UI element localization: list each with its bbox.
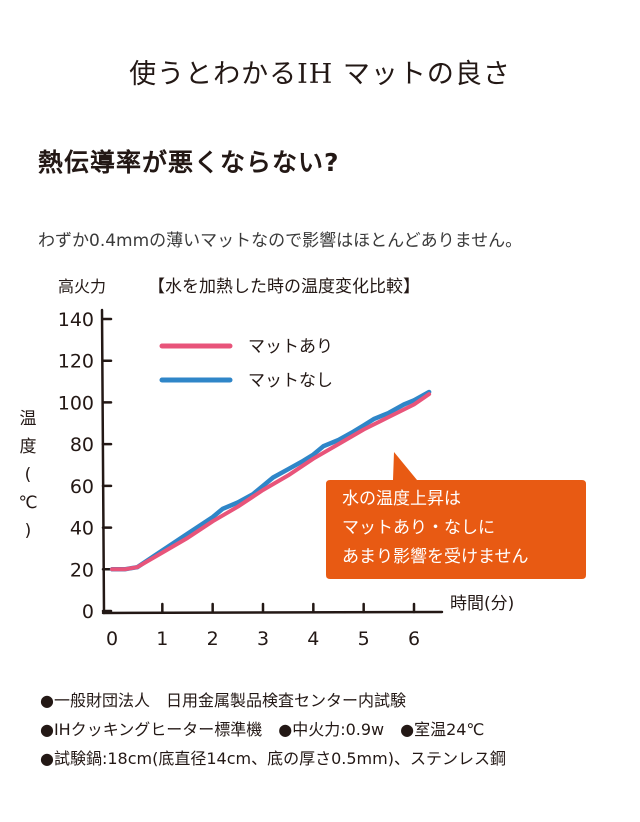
series-line-without-mat	[109, 389, 432, 572]
callout: 水の温度上昇は マットあり・なしに あまり影響を受けません	[326, 452, 586, 579]
x-tick-label: 6	[408, 628, 420, 650]
y-tick-label: 20	[70, 559, 94, 581]
section-heading: 熱伝導率が悪くならない?	[38, 148, 340, 177]
x-axis-label: 時間(分)	[450, 594, 514, 614]
y-tick-label: 40	[70, 518, 94, 540]
legend-label-without-mat: マットなし	[248, 371, 333, 391]
corner-label: 高火力	[58, 277, 106, 296]
x-tick-label: 4	[307, 628, 319, 650]
callout-line-1: 水の温度上昇は	[342, 489, 461, 509]
test-note: ●一般財団法人 日用金属製品検査センター内試験	[40, 691, 406, 710]
x-tick-label: 0	[106, 628, 118, 650]
x-tick-label: 2	[207, 628, 219, 650]
y-tick-label: 0	[82, 601, 94, 623]
callout-line-3: あまり影響を受けません	[342, 547, 529, 567]
page-title: 使うとわかるIH マットの良さ	[129, 59, 511, 90]
description: わずか0.4mmの薄いマットなので影響はほとんどありません。	[38, 231, 523, 251]
y-tick-label: 120	[58, 351, 94, 373]
y-axis-label-char: 度	[20, 437, 37, 457]
x-tick-label: 1	[156, 628, 168, 650]
y-tick-label: 140	[58, 309, 94, 331]
y-tick-label: 100	[58, 392, 94, 414]
callout-line-2: マットあり・なしに	[342, 518, 495, 538]
legend-label-with-mat: マットあり	[248, 337, 333, 357]
test-note: ●IHクッキングヒーター標準機 ●中火力:0.9w ●室温24℃	[40, 720, 485, 739]
y-axis-label-char: 温	[20, 409, 37, 429]
y-tick-label: 60	[70, 476, 94, 498]
x-tick-label: 5	[358, 628, 370, 650]
y-tick-label: 80	[70, 434, 94, 456]
x-tick-label: 3	[257, 628, 269, 650]
chart-title: 【水を加熱した時の温度変化比較】	[148, 277, 420, 297]
y-axis-label-char: (	[25, 465, 32, 485]
y-axis-label: 温度 ( ℃)	[18, 409, 37, 541]
y-axis-line	[100, 308, 106, 615]
test-note: ●試験鍋:18cm(底直径14cm、底の厚さ0.5mm)、ステンレス鋼	[40, 749, 506, 768]
x-axis-line	[101, 610, 444, 615]
y-axis-label-char: )	[25, 521, 32, 541]
y-axis-label-char: ℃	[18, 493, 37, 513]
callout-bubble	[326, 452, 586, 579]
legend: マットあり マットなし	[159, 337, 333, 391]
test-notes: ●一般財団法人 日用金属製品検査センター内試験 ●IHクッキングヒーター標準機 …	[40, 686, 506, 773]
series-line-with-mat	[110, 392, 432, 572]
temperature-chart: 高火力 【水を加熱した時の温度変化比較】 温度(℃) 0204060801001…	[18, 277, 586, 650]
